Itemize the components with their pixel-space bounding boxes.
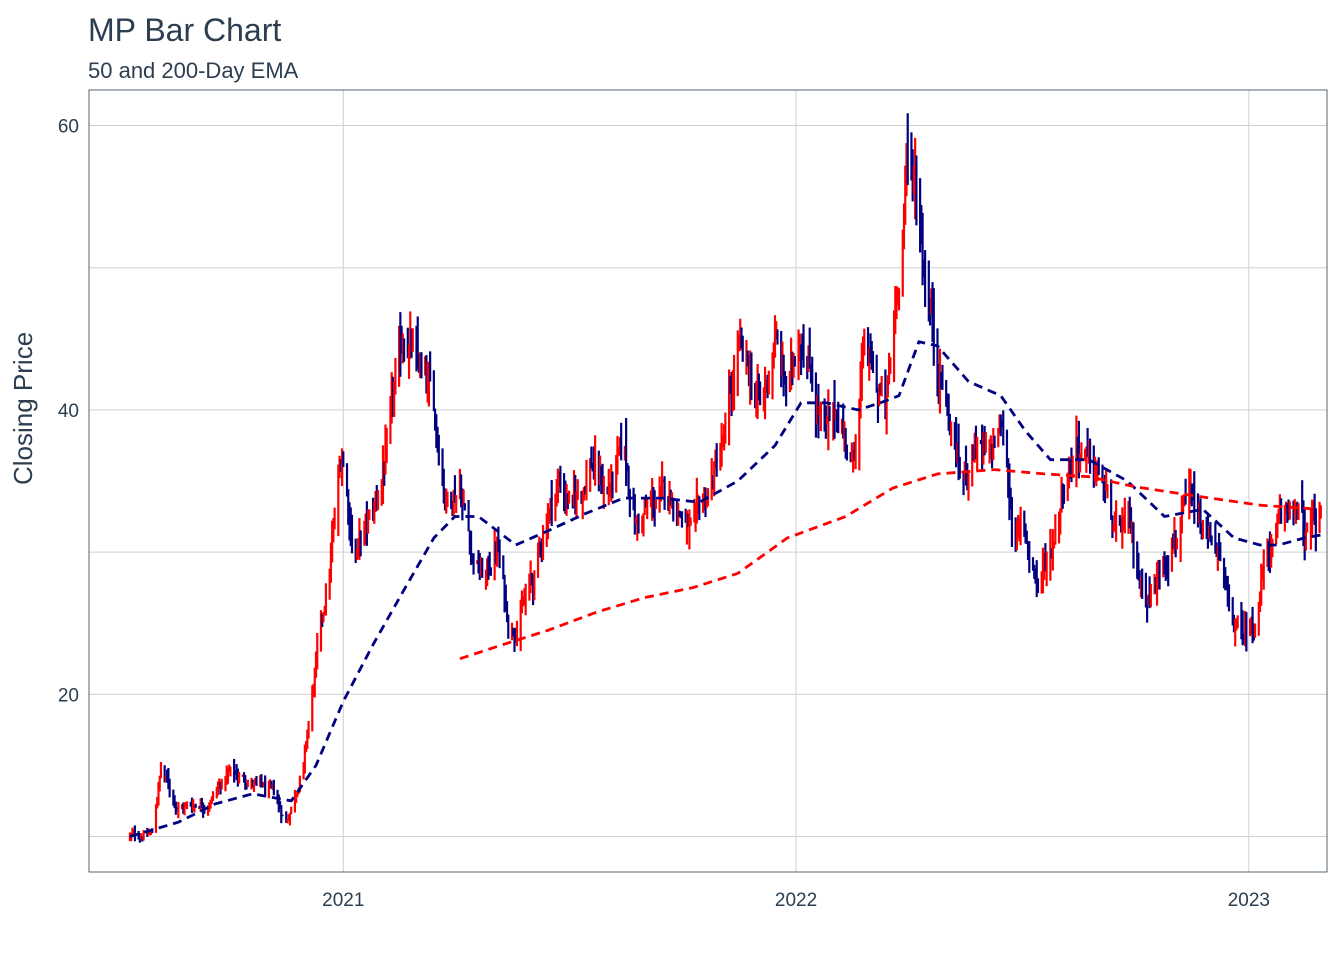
axis-ticks: 20 40 60 2021 2022 2023 bbox=[58, 117, 1270, 911]
chart-title: MP Bar Chart bbox=[88, 12, 282, 48]
y-tick-label: 40 bbox=[58, 401, 79, 422]
grid-lines bbox=[89, 90, 1327, 872]
y-tick-label: 60 bbox=[58, 117, 79, 138]
chart-subtitle: 50 and 200-Day EMA bbox=[88, 58, 299, 83]
ohlc-bars bbox=[128, 113, 1322, 843]
ema200-line bbox=[459, 468, 1321, 661]
x-tick-label: 2023 bbox=[1228, 890, 1270, 911]
y-tick-label: 20 bbox=[58, 685, 79, 706]
x-tick-label: 2022 bbox=[775, 890, 817, 911]
x-tick-label: 2021 bbox=[322, 890, 364, 911]
ema50-line bbox=[129, 340, 1322, 838]
plot-panel-border bbox=[88, 89, 1328, 873]
ema-lines bbox=[129, 340, 1322, 838]
